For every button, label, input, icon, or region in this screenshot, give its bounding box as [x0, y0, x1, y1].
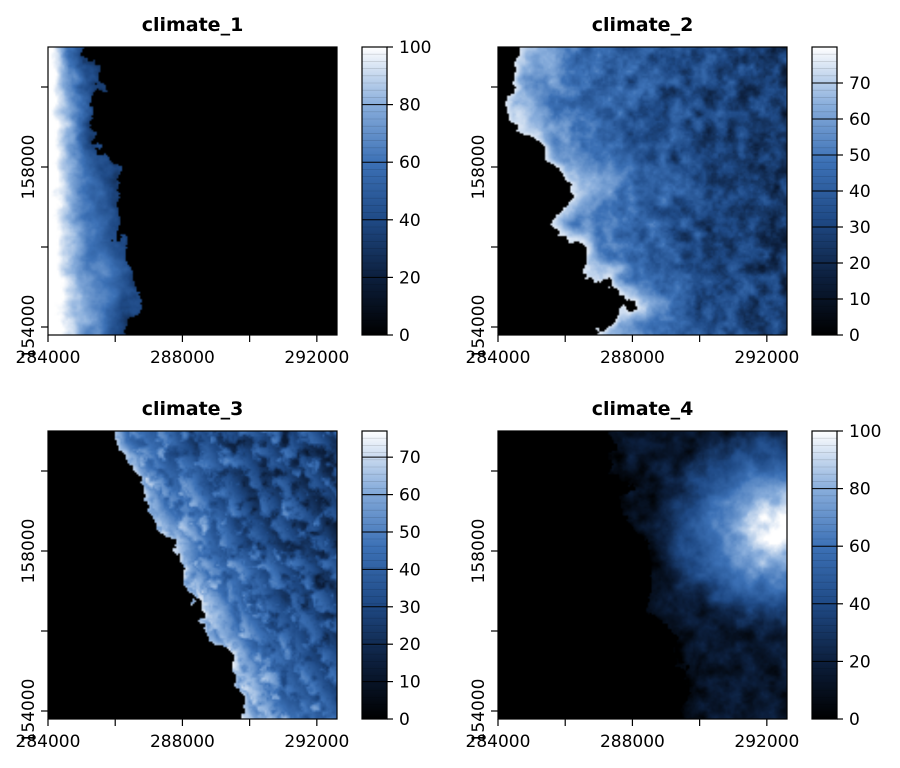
x-tick-label: 292000 [734, 732, 799, 752]
legend-tick-label: 60 [849, 110, 871, 130]
legend-tick-label: 100 [849, 422, 881, 442]
panel-climate_3: climate_3 284000 288000 292000 154000 158000 0… [16, 398, 421, 752]
x-tick-label: 288000 [600, 732, 665, 752]
legend-tick-label: 20 [399, 268, 421, 288]
legend-tick-label: 50 [849, 146, 871, 166]
legend-tick-label: 30 [849, 218, 871, 238]
y-tick-label: 158000 [469, 519, 489, 584]
y-tick-label: 154000 [469, 295, 489, 360]
plot-frame [497, 430, 788, 720]
panel-title: climate_4 [592, 398, 694, 420]
y-tick-label: 158000 [19, 519, 39, 584]
legend-tick-label: 30 [399, 598, 421, 618]
x-tick-label: 292000 [284, 348, 349, 368]
plot-frame [47, 46, 338, 336]
x-tick-label: 284000 [16, 348, 81, 368]
legend-bands [362, 437, 387, 713]
legend-colorbar [362, 431, 387, 719]
legend-tick-label: 0 [399, 326, 410, 346]
legend-tick-label: 20 [849, 254, 871, 274]
legend-tick-label: 40 [849, 595, 871, 615]
legend-tick-label: 10 [399, 673, 421, 693]
x-tick-label: 284000 [16, 732, 81, 752]
legend-tick-label: 20 [399, 635, 421, 655]
legend-tick-label: 40 [849, 182, 871, 202]
x-tick-label: 288000 [150, 348, 215, 368]
legend-tick-label: 0 [849, 710, 860, 730]
x-tick-label: 288000 [600, 348, 665, 368]
legend-tick-label: 40 [399, 560, 421, 580]
legend-tick-label: 100 [399, 38, 431, 58]
x-tick-label: 284000 [466, 348, 531, 368]
raster-image [498, 431, 787, 719]
legend-tick-label: 60 [849, 537, 871, 557]
legend-tick-label: 50 [399, 523, 421, 543]
raster-image [498, 47, 787, 335]
y-tick-label: 158000 [469, 135, 489, 200]
legend-tick-label: 0 [399, 710, 410, 730]
legend-tick-label: 60 [399, 153, 421, 173]
panel-title: climate_2 [592, 14, 694, 36]
raster-image [48, 47, 337, 335]
panel-climate_1: climate_1 284000 288000 292000 154000 158000 0… [16, 14, 432, 368]
panel-climate_4: climate_4 284000 288000 292000 154000 158000 0… [466, 398, 882, 752]
legend-tick-label: 10 [849, 290, 871, 310]
legend-tick-label: 20 [849, 652, 871, 672]
legend-colorbar [362, 47, 387, 335]
plot-frame [497, 46, 788, 336]
y-tick-label: 154000 [469, 679, 489, 744]
raster-image [48, 431, 337, 719]
legend-tick-label: 0 [849, 326, 860, 346]
plot-frame [47, 430, 338, 720]
x-tick-label: 288000 [150, 732, 215, 752]
y-tick-label: 158000 [19, 135, 39, 200]
y-tick-label: 154000 [19, 295, 39, 360]
panel-climate_2: climate_2 284000 288000 292000 154000 158000 0… [466, 14, 871, 368]
legend-tick-label: 40 [399, 211, 421, 231]
legend-tick-label: 70 [399, 448, 421, 468]
legend-tick-label: 80 [849, 480, 871, 500]
legend-tick-label: 60 [399, 486, 421, 506]
x-tick-label: 292000 [284, 732, 349, 752]
panel-title: climate_1 [142, 14, 244, 36]
panel-title: climate_3 [142, 398, 244, 420]
legend-tick-label: 80 [399, 96, 421, 116]
x-tick-label: 292000 [734, 348, 799, 368]
legend-colorbar [812, 431, 837, 719]
legend-tick-label: 70 [849, 74, 871, 94]
y-tick-label: 154000 [19, 679, 39, 744]
x-tick-label: 284000 [466, 732, 531, 752]
